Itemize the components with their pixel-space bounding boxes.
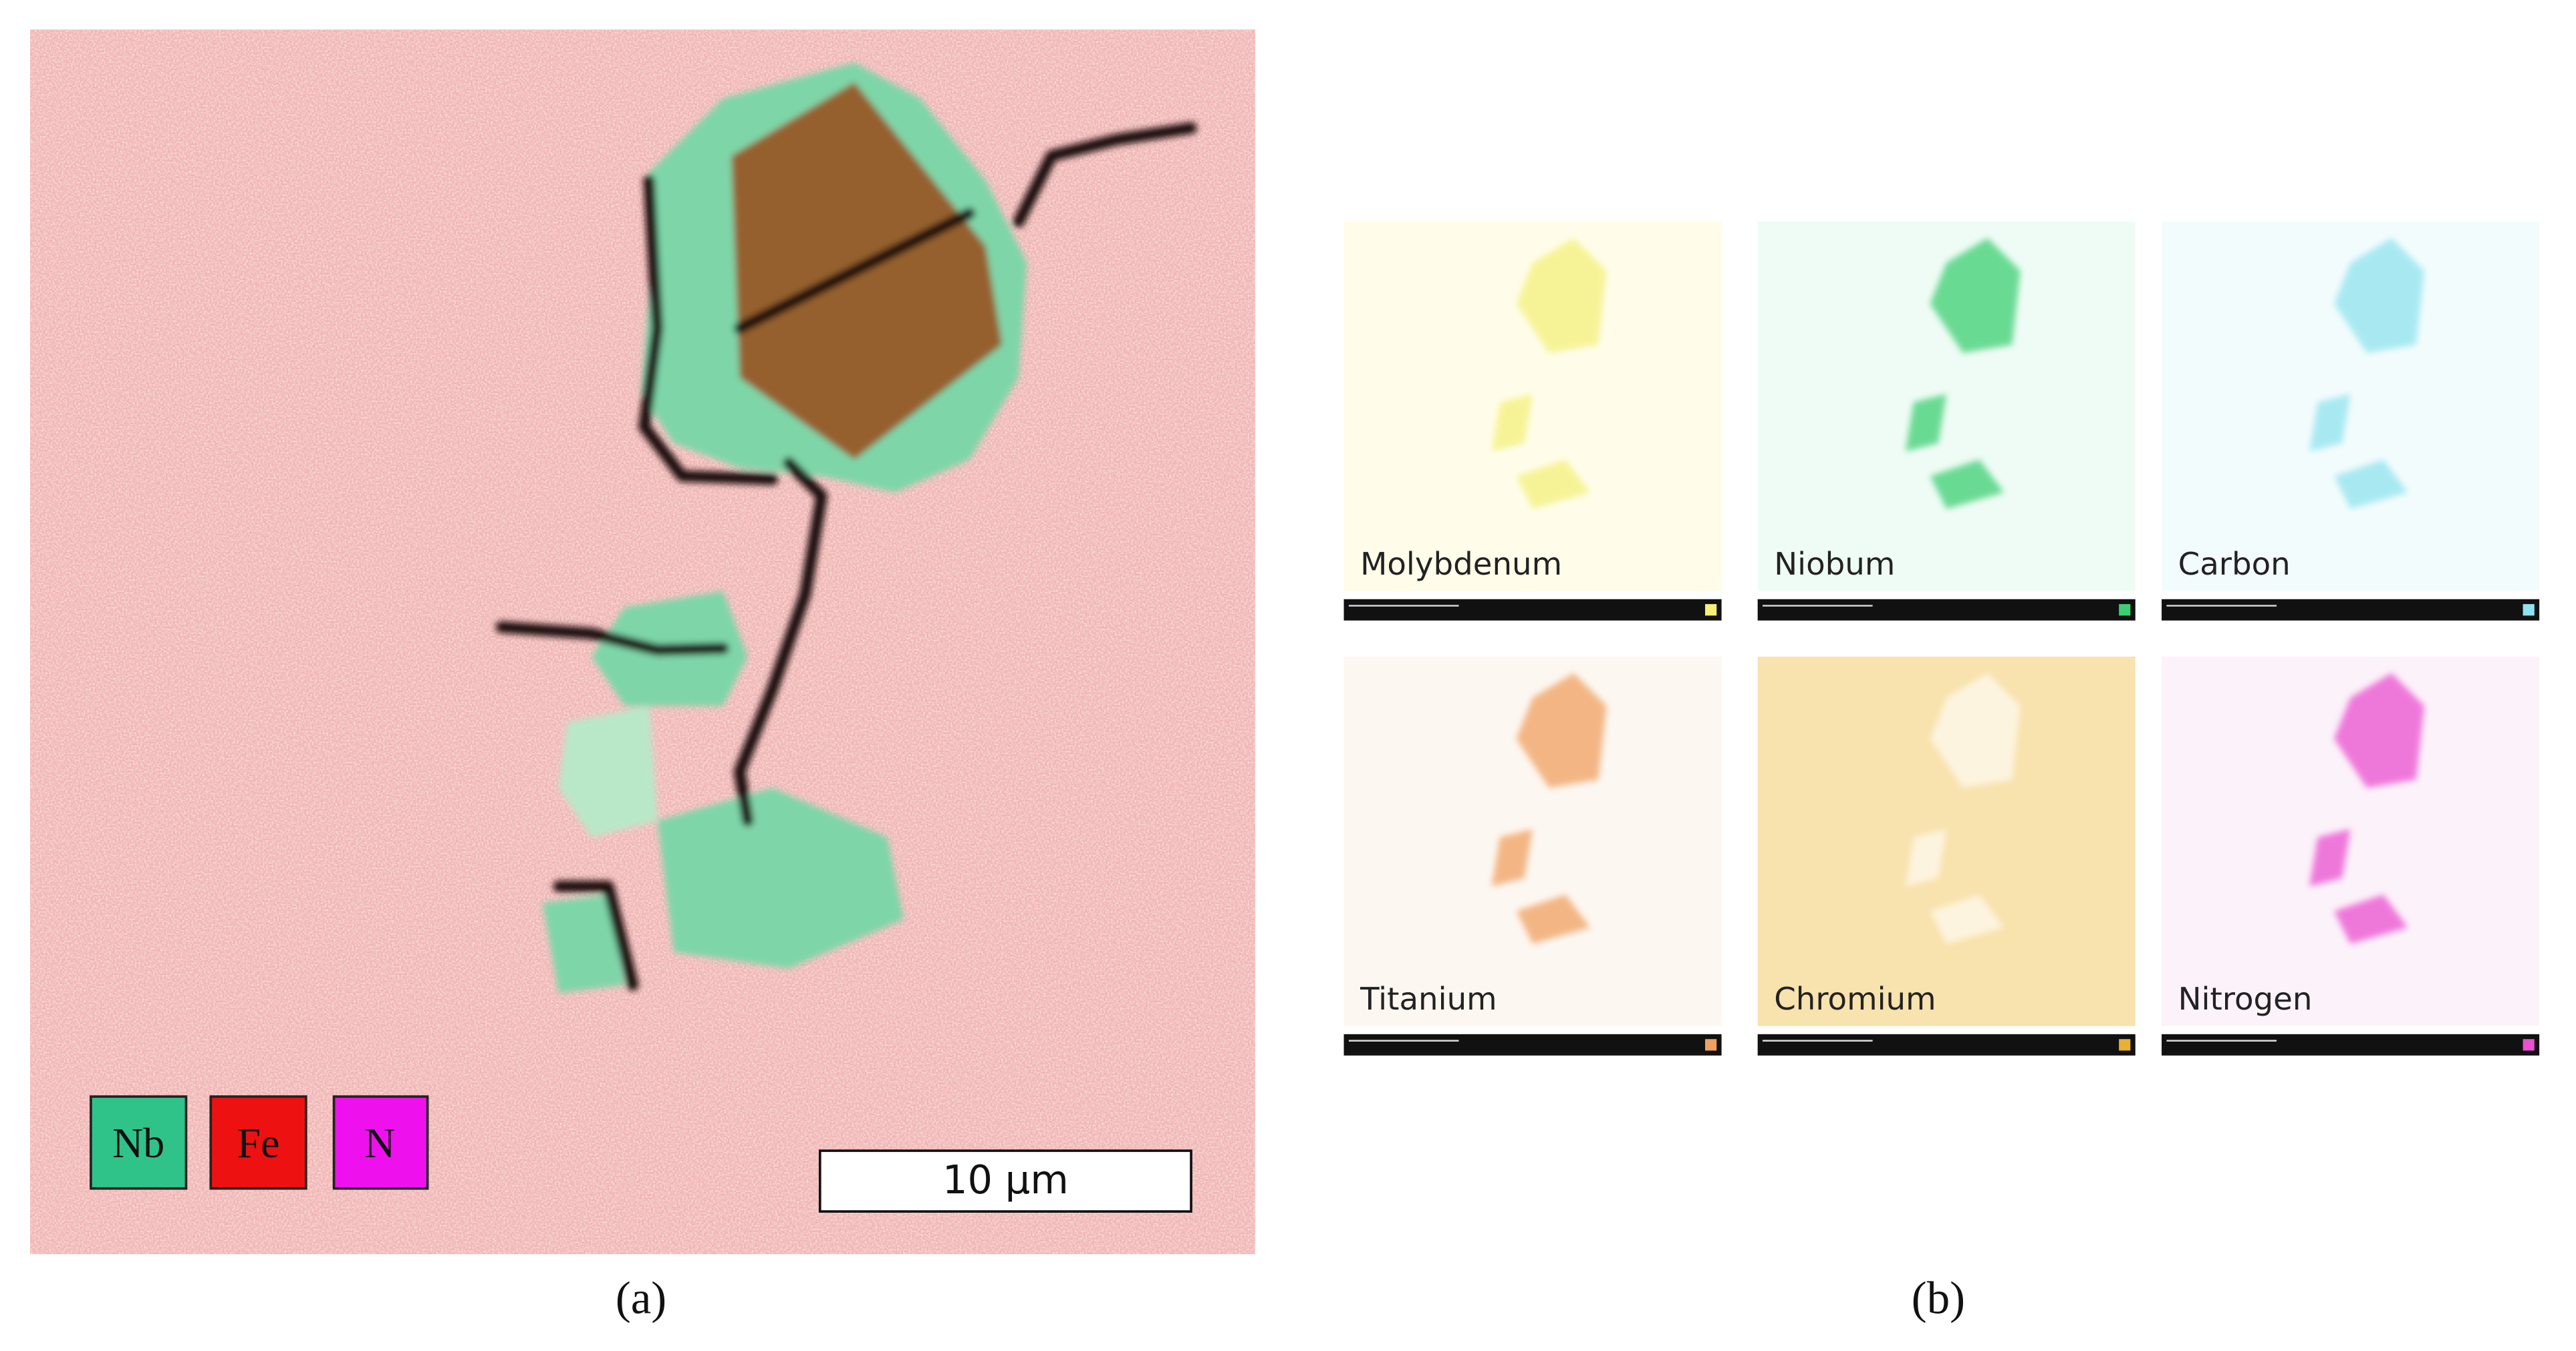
particle-shape [1930,459,2005,509]
legend-swatch [90,1095,188,1190]
map-particle [2309,673,2425,944]
particle-shape [2309,829,2351,887]
map-label: Molybdenum [1360,547,1562,583]
map-color-chip [2119,1039,2131,1051]
map-particle [1905,673,2021,944]
map-scale-strip [2162,599,2540,621]
particle-shape [2309,394,2351,452]
particle-shape [1516,894,1591,944]
particle-shape [1516,238,1607,353]
panel-label: (b) [1912,1272,1965,1323]
particle-shape [2334,894,2408,944]
legend-label: Nb [112,1119,164,1167]
legend-label: Fe [237,1119,280,1167]
map-color-chip [2523,1039,2535,1051]
map-scale-strip [1757,599,2136,621]
map-label: Titanium [1360,982,1497,1018]
map-particle [2309,238,2425,509]
panel-label: (a) [616,1272,666,1323]
map-particle [1491,673,1607,944]
map-particle [1905,238,2021,509]
legend-swatch [332,1095,429,1190]
particle-shape [1905,394,1947,452]
map-color-chip [2523,604,2535,616]
map-color-chip [1705,604,1717,616]
particle [495,62,1197,994]
particle-shape [1905,829,1947,887]
particle-shape [2334,459,2408,509]
scale-bar-label: 10 μm [942,1157,1069,1203]
particle-shape [1930,673,2021,788]
map-color-chip [1705,1039,1717,1051]
map-label: Nitrogen [2178,982,2313,1018]
legend-label: N [364,1119,395,1167]
map-label: Chromium [1774,982,1936,1018]
particle-shape [2334,673,2425,788]
particle-shape [1930,894,2005,944]
panel-b: (b) Molybdenum Niobum Carbon Titanium Chromi… [1343,221,2540,1323]
map-scale-strip [1757,1034,2136,1056]
scale-bar [818,1149,1192,1213]
map-scale-strip [1343,599,1722,621]
particle-shape [1516,673,1607,788]
map-color-chip [2119,604,2131,616]
legend-swatch [209,1095,307,1190]
particle-shape [1516,459,1591,509]
particle-shape [1491,394,1533,452]
panel-a: Nb Fe N 10 μm (a) [30,29,1255,1323]
particle-shape [2334,238,2425,353]
map-particle [1491,238,1607,509]
particle-shape [1491,829,1533,887]
map-label: Niobum [1774,547,1895,583]
map-scale-strip [1343,1034,1722,1056]
particle-shape [1930,238,2021,353]
map-scale-strip [2162,1034,2540,1056]
map-label: Carbon [2178,547,2291,583]
